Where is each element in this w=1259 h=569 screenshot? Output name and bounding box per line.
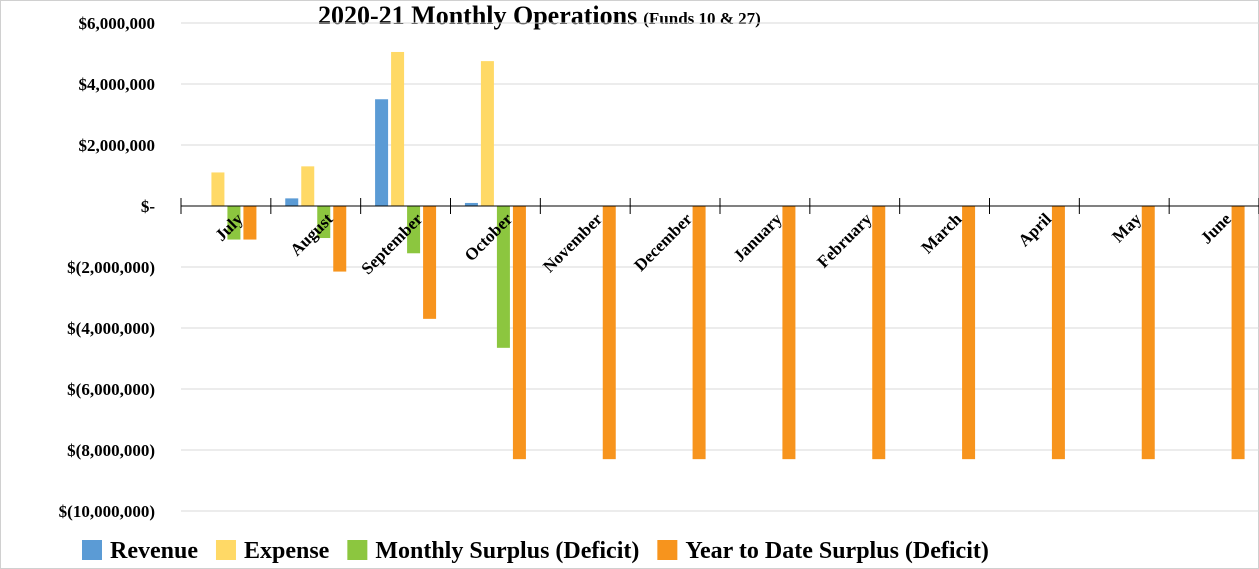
bar	[496, 206, 510, 348]
bar	[872, 206, 886, 460]
y-tick-label: $(8,000,000)	[67, 441, 155, 460]
legend-label: Monthly Surplus (Deficit)	[375, 538, 639, 564]
bar	[480, 61, 494, 206]
chart-title: 2020-21 Monthly Operations	[318, 1, 637, 30]
legend-swatch	[347, 540, 368, 560]
y-tick-label: $2,000,000	[79, 136, 156, 155]
legend-label: Year to Date Surplus (Deficit)	[685, 538, 989, 564]
bar	[285, 198, 299, 206]
bar	[464, 202, 478, 206]
y-tick-label: $(6,000,000)	[67, 380, 155, 399]
y-tick-label: $(2,000,000)	[67, 258, 155, 277]
y-tick-label: $-	[141, 197, 156, 216]
bar	[301, 166, 315, 206]
bar	[243, 206, 257, 240]
y-tick-label: $(10,000,000)	[59, 502, 155, 521]
bar	[391, 51, 405, 206]
bar	[227, 206, 241, 240]
bar	[1141, 206, 1155, 460]
bar	[512, 206, 526, 460]
legend-label: Revenue	[110, 538, 198, 564]
y-tick-label: $6,000,000	[79, 14, 156, 33]
bar	[375, 99, 389, 206]
bar	[692, 206, 706, 460]
bar	[962, 206, 976, 460]
bar	[423, 206, 437, 319]
legend-label: Expense	[244, 538, 330, 564]
bar	[333, 206, 347, 272]
bar	[782, 206, 796, 460]
y-tick-label: $4,000,000	[79, 75, 156, 94]
bar	[317, 206, 331, 239]
legend-swatch	[657, 540, 678, 560]
bar	[407, 206, 421, 254]
bar	[1051, 206, 1065, 460]
chart-subtitle: (Funds 10 & 27)	[643, 9, 761, 28]
legend-swatch	[82, 540, 102, 560]
bar	[211, 172, 225, 206]
bar	[1231, 206, 1245, 460]
legend-swatch	[215, 540, 236, 560]
bar	[602, 206, 616, 460]
y-tick-label: $(4,000,000)	[67, 319, 155, 338]
